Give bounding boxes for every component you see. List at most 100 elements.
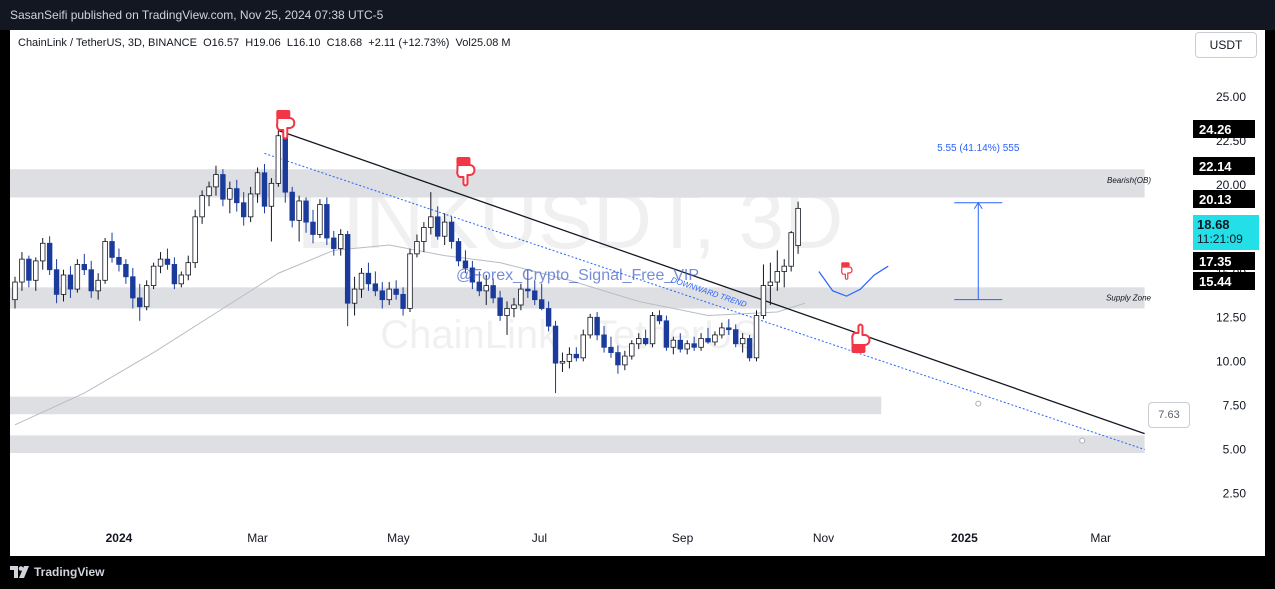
- candle: [365, 262, 372, 291]
- candle-body: [483, 285, 489, 292]
- candle: [95, 273, 101, 300]
- candle: [324, 197, 330, 246]
- candle-body: [566, 353, 573, 362]
- hand-cuff: [456, 157, 471, 165]
- candle: [677, 333, 683, 353]
- candle: [60, 269, 67, 302]
- candle-body: [441, 221, 448, 237]
- tradingview-logo[interactable]: TradingView: [10, 565, 104, 579]
- candle-body: [206, 186, 212, 197]
- candle: [518, 283, 524, 311]
- y-tick-label: 2.50: [1223, 487, 1247, 501]
- chart-panel[interactable]: LINKUSDT, 3D ChainLink · TetherUS Bearish(…: [10, 30, 1265, 556]
- candle-body: [109, 241, 115, 258]
- candle-body: [372, 283, 379, 292]
- candle: [656, 310, 663, 325]
- candle-body: [171, 264, 178, 285]
- candle: [552, 320, 559, 394]
- candle: [344, 230, 351, 327]
- candle: [317, 199, 323, 238]
- candle-body: [88, 269, 94, 292]
- candle-body: [656, 315, 663, 322]
- candle: [490, 278, 496, 304]
- x-tick-label: Jul: [532, 531, 547, 545]
- candle-body: [46, 242, 53, 271]
- candle-body: [545, 308, 552, 327]
- candle-body: [268, 182, 275, 207]
- candle-body: [400, 293, 406, 309]
- candle: [733, 324, 739, 348]
- bottom-bar: TradingView: [0, 556, 1275, 589]
- candle: [719, 322, 725, 339]
- candle-body: [726, 327, 732, 331]
- candle-body: [698, 338, 704, 348]
- candle: [649, 312, 656, 348]
- candle: [227, 181, 233, 214]
- candle-body: [247, 193, 254, 218]
- candle: [220, 169, 226, 207]
- candle: [795, 201, 801, 254]
- currency-selector[interactable]: USDT: [1195, 32, 1257, 58]
- candle: [538, 283, 545, 311]
- candle-body: [261, 172, 268, 207]
- candle: [622, 350, 628, 371]
- x-tick-label: Mar: [247, 531, 268, 545]
- candle-body: [324, 204, 330, 239]
- candle: [53, 259, 60, 304]
- candle-body: [594, 316, 600, 336]
- measure-label: 5.55 (41.14%) 555: [937, 143, 1020, 154]
- candle: [767, 262, 774, 305]
- candle-body: [559, 360, 566, 364]
- hand-shape: [851, 323, 871, 346]
- candle: [691, 336, 697, 351]
- candle: [435, 206, 441, 240]
- price-tag[interactable]: 7.63: [1148, 402, 1190, 428]
- candle-body: [677, 339, 683, 350]
- candle-body: [511, 304, 517, 309]
- candle-body: [234, 188, 240, 204]
- candle: [753, 310, 760, 362]
- candle: [642, 329, 649, 346]
- candle: [234, 179, 240, 212]
- candle: [206, 181, 212, 207]
- anchor-point: [1079, 437, 1086, 444]
- candle-body: [137, 297, 143, 308]
- candle: [46, 236, 53, 275]
- x-tick-label: 2025: [951, 531, 978, 545]
- candle-body: [358, 272, 365, 290]
- candle-body: [102, 241, 108, 281]
- candle: [379, 282, 385, 309]
- candle: [483, 275, 489, 305]
- candle-body: [767, 281, 774, 286]
- candle-body: [525, 288, 531, 292]
- candle-body: [733, 329, 739, 345]
- candle-body: [518, 288, 524, 306]
- candle-body: [538, 299, 545, 309]
- symbol-name[interactable]: ChainLink / TetherUS, 3D, BINANCE: [18, 37, 197, 49]
- price-change: +2.11 (+12.73%): [368, 37, 450, 49]
- candle-body: [81, 264, 87, 271]
- x-tick-label: 2024: [106, 531, 133, 545]
- candle-body: [192, 216, 198, 264]
- candle-body: [116, 256, 122, 265]
- candle: [372, 271, 379, 297]
- candle: [428, 192, 434, 235]
- candle-body: [795, 207, 801, 246]
- candle: [698, 333, 704, 351]
- hand-shape: [276, 117, 296, 140]
- candle-body: [719, 327, 725, 336]
- candle: [102, 237, 108, 284]
- candle: [629, 340, 635, 360]
- candle-body: [53, 269, 60, 295]
- candle-body: [74, 264, 81, 290]
- candle: [19, 252, 25, 291]
- candle: [296, 195, 302, 242]
- zone-label-supply: Supply Zone: [1106, 293, 1151, 302]
- candle: [289, 186, 295, 228]
- candle-body: [40, 242, 46, 262]
- candle: [760, 264, 767, 320]
- trendline-trend-channel: [264, 152, 1145, 450]
- price-pill-24-26: 24.26: [1193, 120, 1255, 138]
- candle: [462, 250, 469, 274]
